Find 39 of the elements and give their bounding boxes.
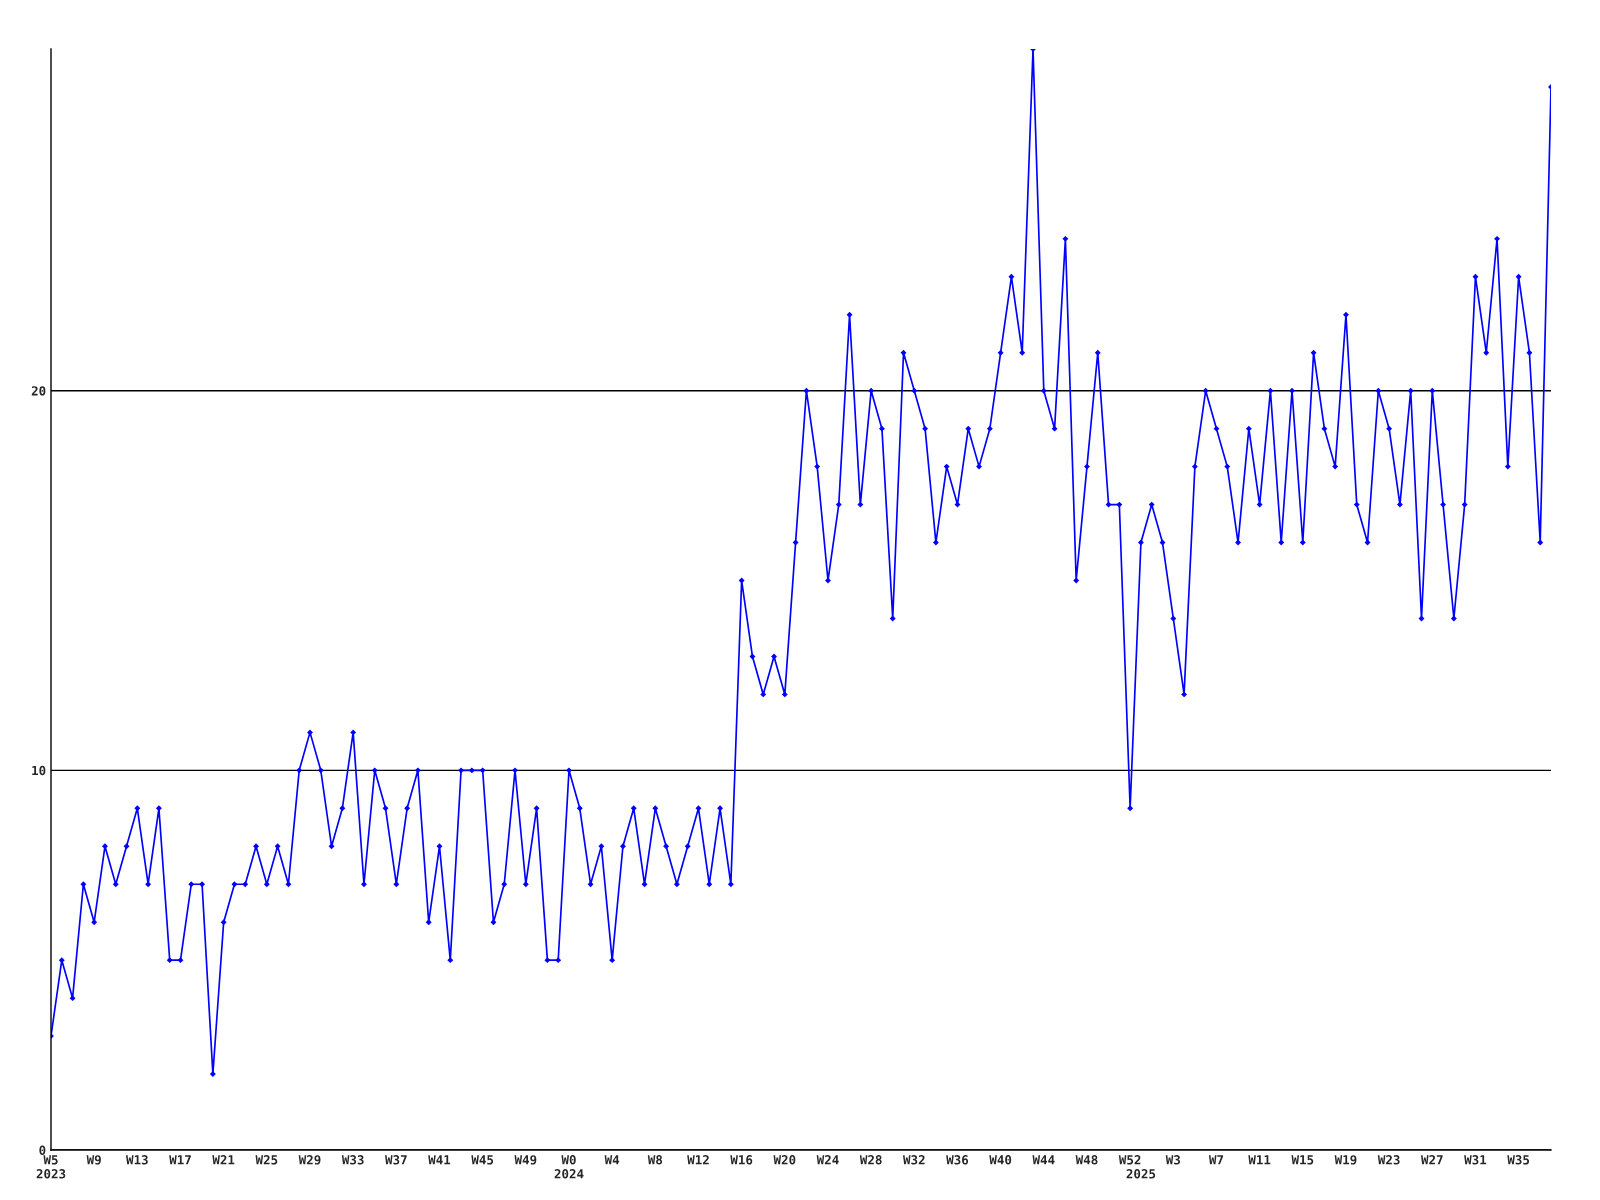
x-tick-label: W27	[1421, 1155, 1443, 1165]
x-tick-label: W44	[1032, 1155, 1055, 1165]
x-tick-label: W4	[604, 1155, 620, 1165]
x-tick-label: W21	[212, 1155, 235, 1165]
y-tick-label: 20	[31, 386, 46, 396]
x-tick-label: W29	[298, 1155, 321, 1165]
x-tick-label: W45	[471, 1155, 494, 1165]
x-tick-label: W48	[1075, 1155, 1098, 1165]
x-tick-label: W35	[1507, 1155, 1530, 1165]
x-tick-label: W25	[255, 1155, 278, 1165]
x-tick-label: W11	[1248, 1155, 1271, 1165]
y-tick-label: 10	[32, 765, 46, 776]
x-tick-label: W17	[169, 1155, 191, 1165]
x-tick-label: W3	[1165, 1155, 1181, 1165]
x-tick-label: W24	[816, 1155, 839, 1165]
x-tick-label: W28	[859, 1155, 882, 1165]
x-tick-label: W8	[647, 1155, 663, 1165]
x-tick-label: W33	[341, 1155, 364, 1165]
x-tick-label: W5 2023	[36, 1155, 66, 1179]
x-tick-label: W19	[1334, 1155, 1357, 1165]
x-tick-label: W36	[946, 1155, 969, 1165]
x-tick-label: W20	[773, 1155, 796, 1165]
x-tick-label: W32	[903, 1155, 925, 1165]
x-tick-label: W40	[989, 1155, 1012, 1165]
x-tick-label: W9	[86, 1155, 101, 1165]
x-tick-label: W15	[1291, 1155, 1314, 1165]
x-tick-label: W7	[1208, 1155, 1224, 1165]
x-tick-label: W31	[1464, 1155, 1487, 1165]
x-tick-label: W52	[1118, 1155, 1141, 1165]
x-tick-label: W41	[428, 1155, 451, 1165]
y-tick-label: 0	[39, 1145, 46, 1155]
x-tick-label: W13	[126, 1155, 148, 1165]
x-tick-label: W23	[1377, 1155, 1400, 1165]
x-tick-label: W16	[730, 1155, 753, 1165]
x-tick-label: 2025	[1126, 1169, 1156, 1179]
x-tick-label: W12	[687, 1155, 709, 1165]
x-tick-label: W37	[385, 1155, 407, 1165]
x-tick-label: W0 2024	[554, 1155, 584, 1179]
x-tick-label: W49	[514, 1155, 537, 1165]
